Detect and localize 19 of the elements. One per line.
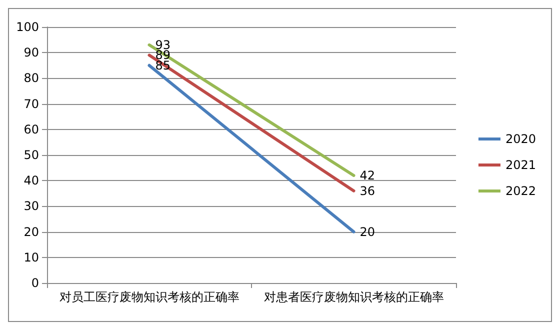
y-tick-label: 30 (24, 199, 39, 214)
y-tick-label: 90 (24, 46, 39, 60)
x-tick-label: 对员工医疗废物知识考核的正确率 (59, 290, 240, 304)
data-label: 42 (360, 168, 376, 182)
y-tick-label: 40 (24, 174, 39, 188)
data-label: 36 (360, 184, 376, 198)
y-tick-label: 0 (31, 276, 39, 290)
y-tick-label: 50 (24, 148, 39, 162)
y-tick-label: 10 (24, 250, 39, 264)
y-tick-label: 70 (24, 96, 39, 111)
y-tick-label: 80 (24, 71, 39, 86)
legend-label: 2020 (505, 132, 536, 146)
x-tick-label: 对患者医疗废物知识考核的正确率 (264, 290, 444, 304)
y-tick-label: 60 (24, 122, 39, 136)
y-tick-label: 100 (16, 20, 39, 34)
legend-label: 2022 (505, 184, 536, 198)
data-label: 20 (360, 224, 376, 239)
legend-label: 2021 (505, 158, 536, 172)
y-tick-label: 20 (24, 224, 39, 239)
